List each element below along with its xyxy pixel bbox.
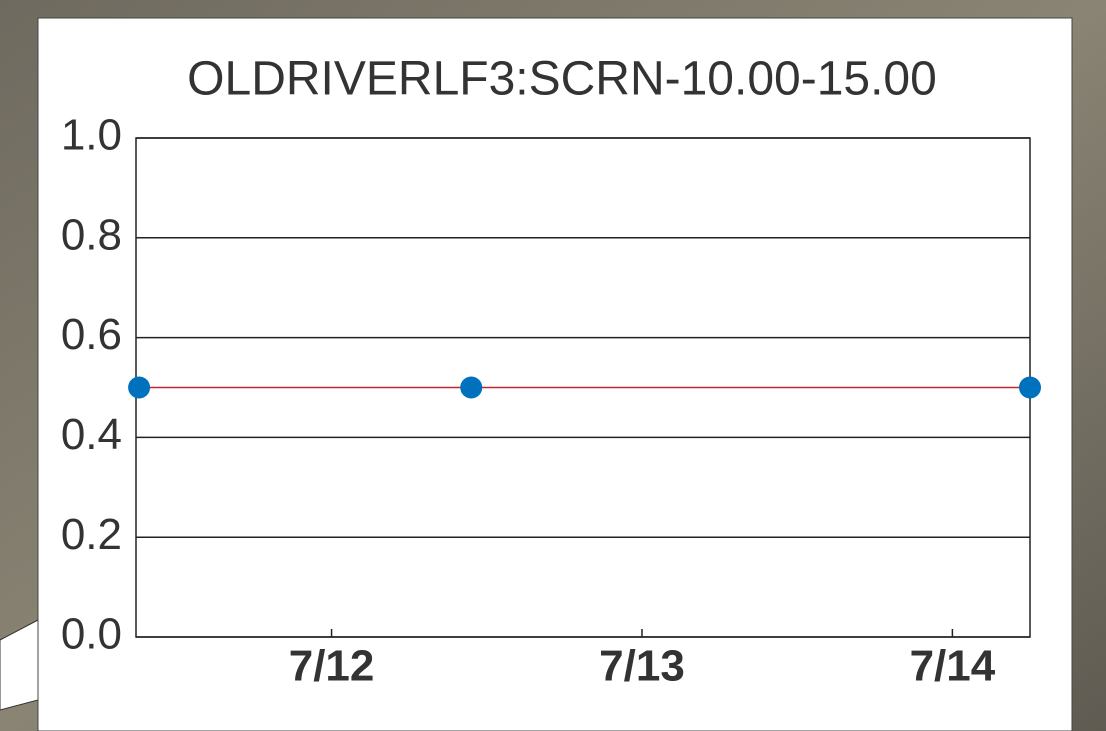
data-point	[460, 377, 482, 399]
y-tick-label: 0.0	[61, 610, 122, 659]
x-tick-label: 7/14	[910, 642, 996, 691]
x-tick-label: 7/13	[599, 642, 685, 691]
y-tick-label: 1.0	[61, 111, 122, 160]
y-tick-label: 0.8	[61, 210, 122, 259]
data-point	[128, 377, 150, 399]
y-tick-label: 0.2	[61, 510, 122, 559]
data-point	[1019, 377, 1041, 399]
y-tick-label: 0.6	[61, 310, 122, 359]
x-tick-label: 7/12	[289, 642, 375, 691]
chart-title: OLDRIVERLF3:SCRN-10.00-15.00	[187, 53, 937, 106]
y-tick-label: 0.4	[61, 410, 122, 459]
chart: OLDRIVERLF3:SCRN-10.00-15.00 0.0 0.2 0.4 0.…	[0, 0, 1106, 731]
page: OLDRIVERLF3:SCRN-10.00-15.00 0.0 0.2 0.4 0.…	[0, 0, 1106, 731]
